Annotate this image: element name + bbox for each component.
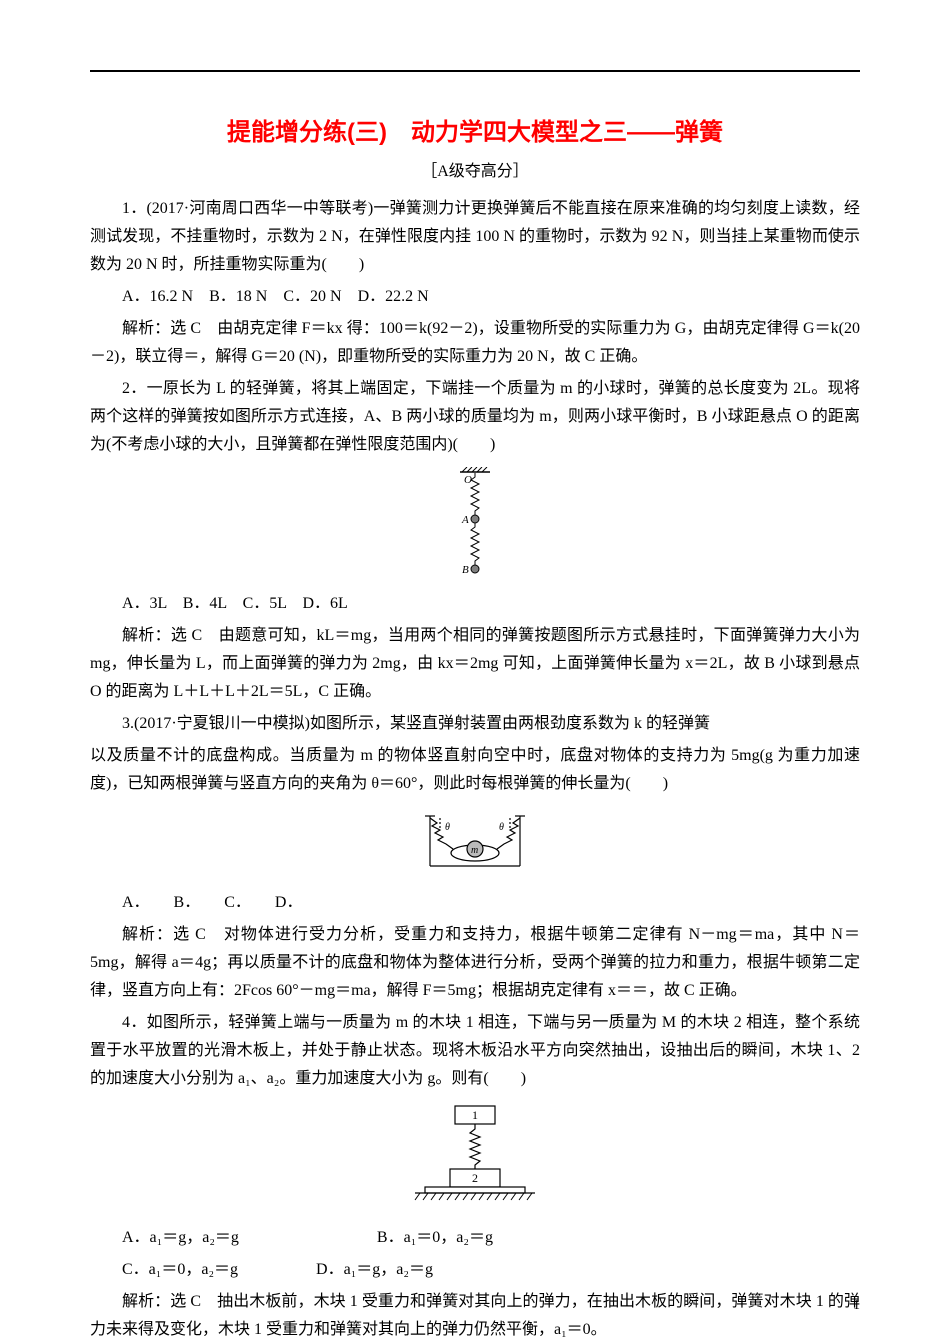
q1-stem: 1．(2017·河南周口西华一中等联考)一弹簧测力计更换弹簧后不能直接在原来准确… [90,195,860,279]
q4-choiceB: B．a₁＝0，a₂＝g [377,1229,493,1246]
q3-figure: m θ θ [90,806,860,881]
spring-chain-icon: O A B [450,467,500,577]
label-theta-l: θ [445,822,450,833]
header-rule [90,70,860,72]
q1-solution: 解析：选 C 由胡克定律 F＝kx 得：100＝k(92－2)，设重物所受的实际… [90,315,860,371]
q1-choices: A．16.2 N B．18 N C．20 N D．22.2 N [90,283,860,311]
q2-stem: 2．一原长为 L 的轻弹簧，将其上端固定，下端挂一个质量为 m 的小球时，弹簧的… [90,375,860,459]
q2-figure: O A B [90,467,860,582]
q2-choices: A．3L B．4L C．5L D．6L [90,590,860,618]
q4-choiceC: C．a₁＝0，a₂＝g [122,1261,238,1278]
page-number: 1 [853,1298,860,1314]
q4-choices-row1: A．a₁＝g，a₂＝g B．a₁＝0，a₂＝g [90,1224,860,1252]
label-block2: 2 [472,1171,478,1185]
q3-choices: A． B． C． D． [90,889,860,917]
q4-solution: 解析：选 C 抽出木板前，木块 1 受重力和弹簧对其向上的弹力，在抽出木板的瞬间… [90,1288,860,1344]
q4-choiceD: D．a₁＝g，a₂＝g [316,1261,433,1278]
q4-choices-row2: C．a₁＝0，a₂＝g D．a₁＝g，a₂＝g [90,1256,860,1284]
label-A: A [461,514,469,526]
q4-stem: 4．如图所示，轻弹簧上端与一质量为 m 的木块 1 相连，下端与另一质量为 M … [90,1009,860,1093]
label-m: m [471,845,478,856]
q3-stem2: 以及质量不计的底盘构成。当质量为 m 的物体竖直射向空中时，底盘对物体的支持力为… [90,742,860,798]
subtitle: ［A级夺高分］ [90,157,860,181]
launcher-icon: m θ θ [415,806,535,876]
q4-choiceA: A．a₁＝g，a₂＝g [122,1229,239,1246]
label-theta-r: θ [499,822,504,833]
q3-solution: 解析：选 C 对物体进行受力分析，受重力和支持力，根据牛顿第二定律有 N－mg＝… [90,921,860,1005]
label-block1: 1 [472,1108,478,1122]
q4-figure: 1 2 [90,1101,860,1216]
page-title: 提能增分练(三) 动力学四大模型之三——弹簧 [90,112,860,147]
label-B: B [462,564,469,576]
q2-solution: 解析：选 C 由题意可知，kL＝mg，当用两个相同的弹簧按题图所示方式悬挂时，下… [90,622,860,706]
q3-stem1: 3.(2017·宁夏银川一中模拟)如图所示，某竖直弹射装置由两根劲度系数为 k … [90,710,860,738]
block-spring-icon: 1 2 [410,1101,540,1211]
